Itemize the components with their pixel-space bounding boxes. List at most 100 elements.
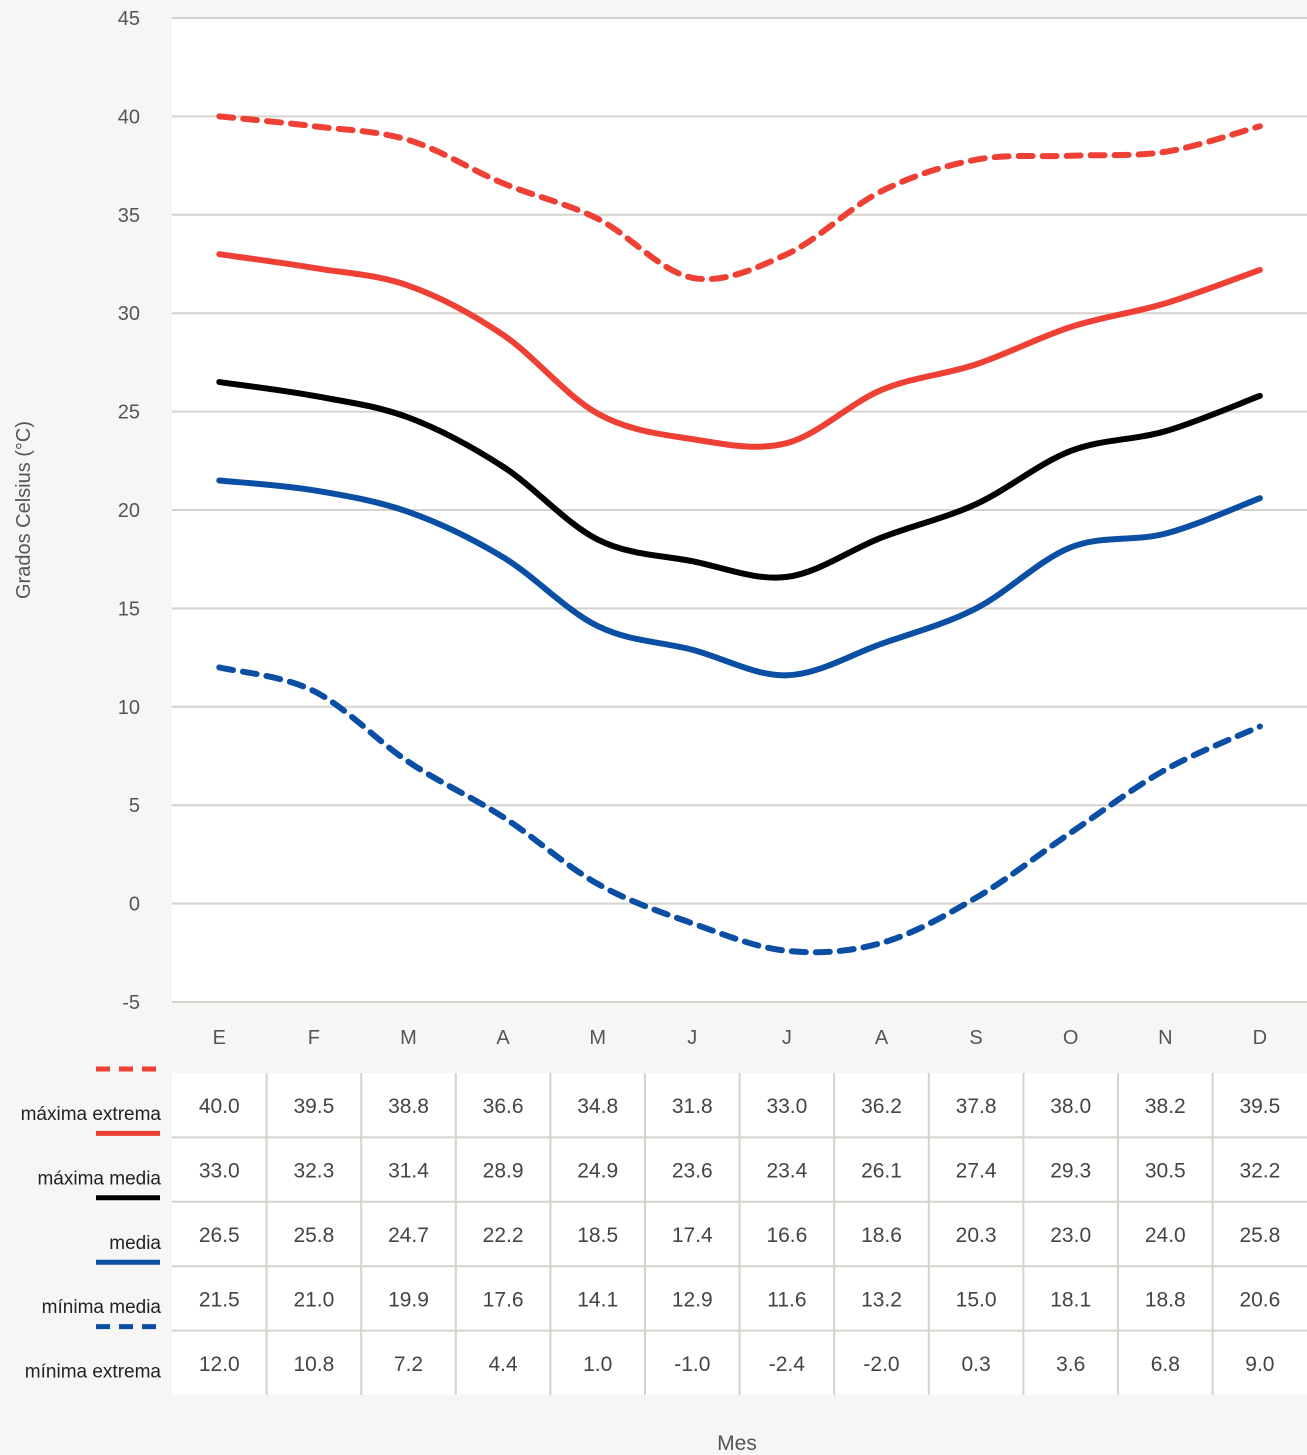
- table-cell: 20.3: [956, 1224, 997, 1247]
- y-tick-label: 40: [118, 106, 140, 128]
- y-tick-label: 5: [129, 795, 140, 817]
- legend-label: mínima media: [42, 1297, 162, 1318]
- table-cell: 34.8: [577, 1095, 618, 1118]
- table-cell: 31.4: [388, 1160, 429, 1183]
- y-tick-labels: -5 0 5 10 15 20 25 30 35 40 45: [118, 8, 140, 1014]
- grid-lines: [172, 17, 1307, 1003]
- table-cell: 18.8: [1145, 1288, 1186, 1311]
- legend: máxima extrema máxima media media mínima me…: [21, 1066, 162, 1383]
- table-cell: 10.8: [293, 1353, 334, 1376]
- y-tick-label: 25: [118, 402, 140, 424]
- table-cell: 40.0: [199, 1095, 240, 1118]
- table-cell: 38.0: [1050, 1095, 1091, 1118]
- table-cell: -1.0: [674, 1353, 710, 1376]
- table-cell: 6.8: [1151, 1353, 1180, 1376]
- table-cell: -2.0: [863, 1353, 899, 1376]
- x-tick-label: O: [1063, 1027, 1079, 1049]
- x-tick-label: M: [400, 1027, 417, 1049]
- table-cell: 4.4: [488, 1353, 518, 1376]
- series-line-maxima-extrema: [216, 113, 1263, 283]
- table-cell: 38.2: [1145, 1095, 1186, 1118]
- legend-label: mínima extrema: [25, 1362, 162, 1383]
- table-cell: 0.3: [961, 1353, 990, 1376]
- table-cell: 17.4: [672, 1224, 713, 1247]
- table-cell: 25.8: [1239, 1224, 1280, 1247]
- table-cell: 38.8: [388, 1095, 429, 1118]
- table-cell: 26.1: [861, 1160, 902, 1183]
- table-cell: 19.9: [388, 1288, 429, 1311]
- series-line-maxima-media: [216, 251, 1263, 450]
- y-tick-label: 35: [118, 205, 140, 227]
- table-cell: 3.6: [1056, 1353, 1085, 1376]
- y-tick-label: 0: [129, 894, 140, 916]
- table-cell: 17.6: [483, 1288, 524, 1311]
- legend-label: máxima media: [37, 1168, 161, 1189]
- series-line-minima-extrema: [216, 664, 1263, 956]
- table-cell: 18.1: [1050, 1288, 1091, 1311]
- table-cell: 7.2: [394, 1353, 423, 1376]
- table-cell: 39.5: [1239, 1095, 1280, 1118]
- y-tick-label: 15: [118, 598, 140, 620]
- table-cell: 27.4: [956, 1160, 997, 1183]
- x-axis-label: Mes: [717, 1432, 757, 1455]
- table-cell: 21.5: [199, 1288, 240, 1311]
- x-tick-label: J: [687, 1027, 697, 1049]
- table-cell: 11.6: [767, 1288, 806, 1311]
- table-cell: 22.2: [483, 1224, 524, 1247]
- series-line-minima-media: [216, 477, 1263, 679]
- table-cell: 28.9: [483, 1160, 524, 1183]
- table-cell: 18.5: [577, 1224, 618, 1247]
- table-cell: 16.6: [766, 1224, 807, 1247]
- x-tick-label: M: [589, 1027, 606, 1049]
- data-table: 40.0 39.5 38.8 36.6 34.8 31.8 33.0 36.2 37.8 38.0…: [172, 1073, 1307, 1395]
- table-cell: 18.6: [861, 1224, 902, 1247]
- table-cell: 24.7: [388, 1224, 429, 1247]
- table-cell: 30.5: [1145, 1160, 1186, 1183]
- table-cell: 32.2: [1239, 1160, 1280, 1183]
- x-tick-label: E: [213, 1027, 226, 1049]
- table-cell: 14.1: [577, 1288, 618, 1311]
- table-cell: 37.8: [956, 1095, 997, 1118]
- x-tick-label: S: [969, 1027, 982, 1049]
- table-cell: 21.0: [293, 1288, 334, 1311]
- x-tick-label: A: [496, 1027, 510, 1049]
- x-tick-label: D: [1253, 1027, 1267, 1049]
- table-cell: 32.3: [293, 1160, 334, 1183]
- series-lines: [216, 113, 1263, 956]
- y-tick-label: 20: [118, 500, 140, 522]
- table-cell: 12.9: [672, 1288, 713, 1311]
- table-cell: 36.6: [483, 1095, 524, 1118]
- table-cell: 23.0: [1050, 1224, 1091, 1247]
- table-cell: 26.5: [199, 1224, 240, 1247]
- x-tick-label: J: [782, 1027, 792, 1049]
- y-tick-label: 30: [118, 303, 140, 325]
- table-cell: 24.9: [577, 1160, 618, 1183]
- legend-label: máxima extrema: [21, 1104, 162, 1125]
- table-cell: 33.0: [199, 1160, 240, 1183]
- table-cell: 33.0: [766, 1095, 807, 1118]
- legend-label: media: [109, 1233, 161, 1254]
- table-cell: 13.2: [861, 1288, 902, 1311]
- table-cell: 12.0: [199, 1353, 240, 1376]
- table-cell: 31.8: [672, 1095, 713, 1118]
- table-cell: 36.2: [861, 1095, 902, 1118]
- table-cell: 24.0: [1145, 1224, 1186, 1247]
- table-cell: -2.4: [769, 1353, 806, 1376]
- y-tick-label: 10: [118, 697, 140, 719]
- series-line-media: [216, 379, 1263, 581]
- table-cell: 23.4: [766, 1160, 807, 1183]
- table-cell: 20.6: [1239, 1288, 1280, 1311]
- table-cell: 39.5: [293, 1095, 334, 1118]
- table-cell: 1.0: [583, 1353, 612, 1376]
- table-cell: 23.6: [672, 1160, 713, 1183]
- y-tick-label: -5: [122, 992, 140, 1014]
- x-tick-label: N: [1158, 1027, 1172, 1049]
- y-tick-label: 45: [118, 8, 140, 30]
- table-cell: 15.0: [956, 1288, 997, 1311]
- x-tick-label: A: [875, 1027, 889, 1049]
- x-tick-label: F: [308, 1027, 320, 1049]
- y-axis-label: Grados Celsius (°C): [13, 421, 35, 599]
- table-cell: 25.8: [293, 1224, 334, 1247]
